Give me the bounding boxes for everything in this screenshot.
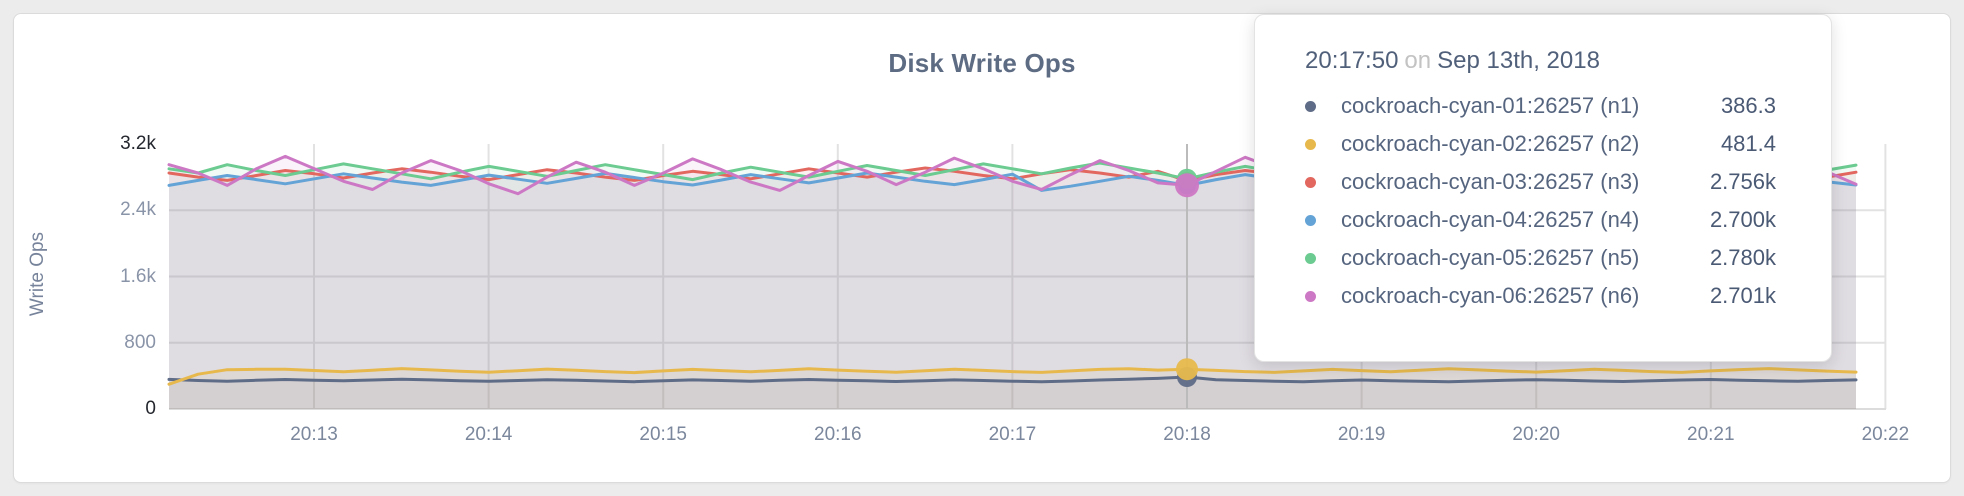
x-axis-tick-label: 20:15 [639,424,687,445]
y-axis-tick-label: 2.4k [120,199,156,221]
x-axis-tick-label: 20:22 [1861,424,1910,445]
tooltip-date: Sep 13th, 2018 [1437,47,1600,74]
tooltip-rows: cockroach-cyan-01:26257 (n1) 386.3 cockroa… [1305,87,1776,315]
x-axis-tick-label: 20:19 [1337,424,1386,445]
chart-card: Disk Write Ops Write Ops 0 800 1.6k 2.4k 3.2… [13,13,1951,483]
y-axis-tick-label: 0 [145,398,156,419]
x-axis-tick-label: 20:20 [1512,424,1560,445]
tooltip-series-row: cockroach-cyan-02:26257 (n2) 481.4 [1305,125,1776,163]
tooltip-time: 20:17:50 [1305,47,1399,74]
x-axis-tick-label: 20:14 [464,424,513,445]
tooltip-series-row: cockroach-cyan-05:26257 (n5) 2.780k [1305,239,1776,277]
tooltip-preposition: on [1404,47,1432,74]
x-axis-tick-label: 20:17 [988,424,1037,445]
series-label: cockroach-cyan-06:26257 (n6) [1341,283,1640,308]
series-label: cockroach-cyan-04:26257 (n4) [1341,207,1640,232]
series-color-dot-icon [1305,252,1316,264]
series-label: cockroach-cyan-03:26257 (n3) [1341,169,1640,194]
series-label: cockroach-cyan-02:26257 (n2) [1341,131,1640,156]
tooltip-series-row: cockroach-cyan-03:26257 (n3) 2.756k [1305,163,1776,201]
series-value: 481.4 [1720,131,1776,156]
tooltip-series-row: cockroach-cyan-04:26257 (n4) 2.700k [1305,201,1776,239]
x-axis-tick-label: 20:18 [1163,424,1211,445]
series-label: cockroach-cyan-05:26257 (n5) [1341,245,1640,270]
chart-title: Disk Write Ops [888,48,1076,78]
series-label: cockroach-cyan-01:26257 (n1) [1341,93,1640,118]
y-axis-tick-label: 800 [124,331,156,353]
tooltip-series-row: cockroach-cyan-06:26257 (n6) 2.701k [1305,277,1776,315]
series-value: 2.700k [1709,207,1776,232]
y-axis-tick-label: 1.6k [120,265,156,287]
series-value: 2.780k [1709,245,1776,270]
series-color-dot-icon [1305,138,1316,150]
chart-tooltip: 20:17:50 on Sep 13th, 2018 cockroach-cyan-… [1254,14,1832,362]
series-value: 2.756k [1709,169,1776,194]
tooltip-header: 20:17:50 on Sep 13th, 2018 [1305,47,1776,75]
series-color-dot-icon [1305,214,1316,226]
x-axis-tick-label: 20:21 [1687,424,1735,445]
x-axis-tick-label: 20:13 [290,424,338,445]
series-color-dot-icon [1305,176,1316,188]
series-value: 386.3 [1720,93,1776,118]
x-axis-tick-label: 20:16 [814,424,862,445]
series-color-dot-icon [1305,100,1316,112]
tooltip-series-row: cockroach-cyan-01:26257 (n1) 386.3 [1305,87,1776,125]
series-value: 2.701k [1709,283,1776,308]
series-color-dot-icon [1305,290,1316,302]
y-axis-tick-label: 3.2k [120,133,156,154]
